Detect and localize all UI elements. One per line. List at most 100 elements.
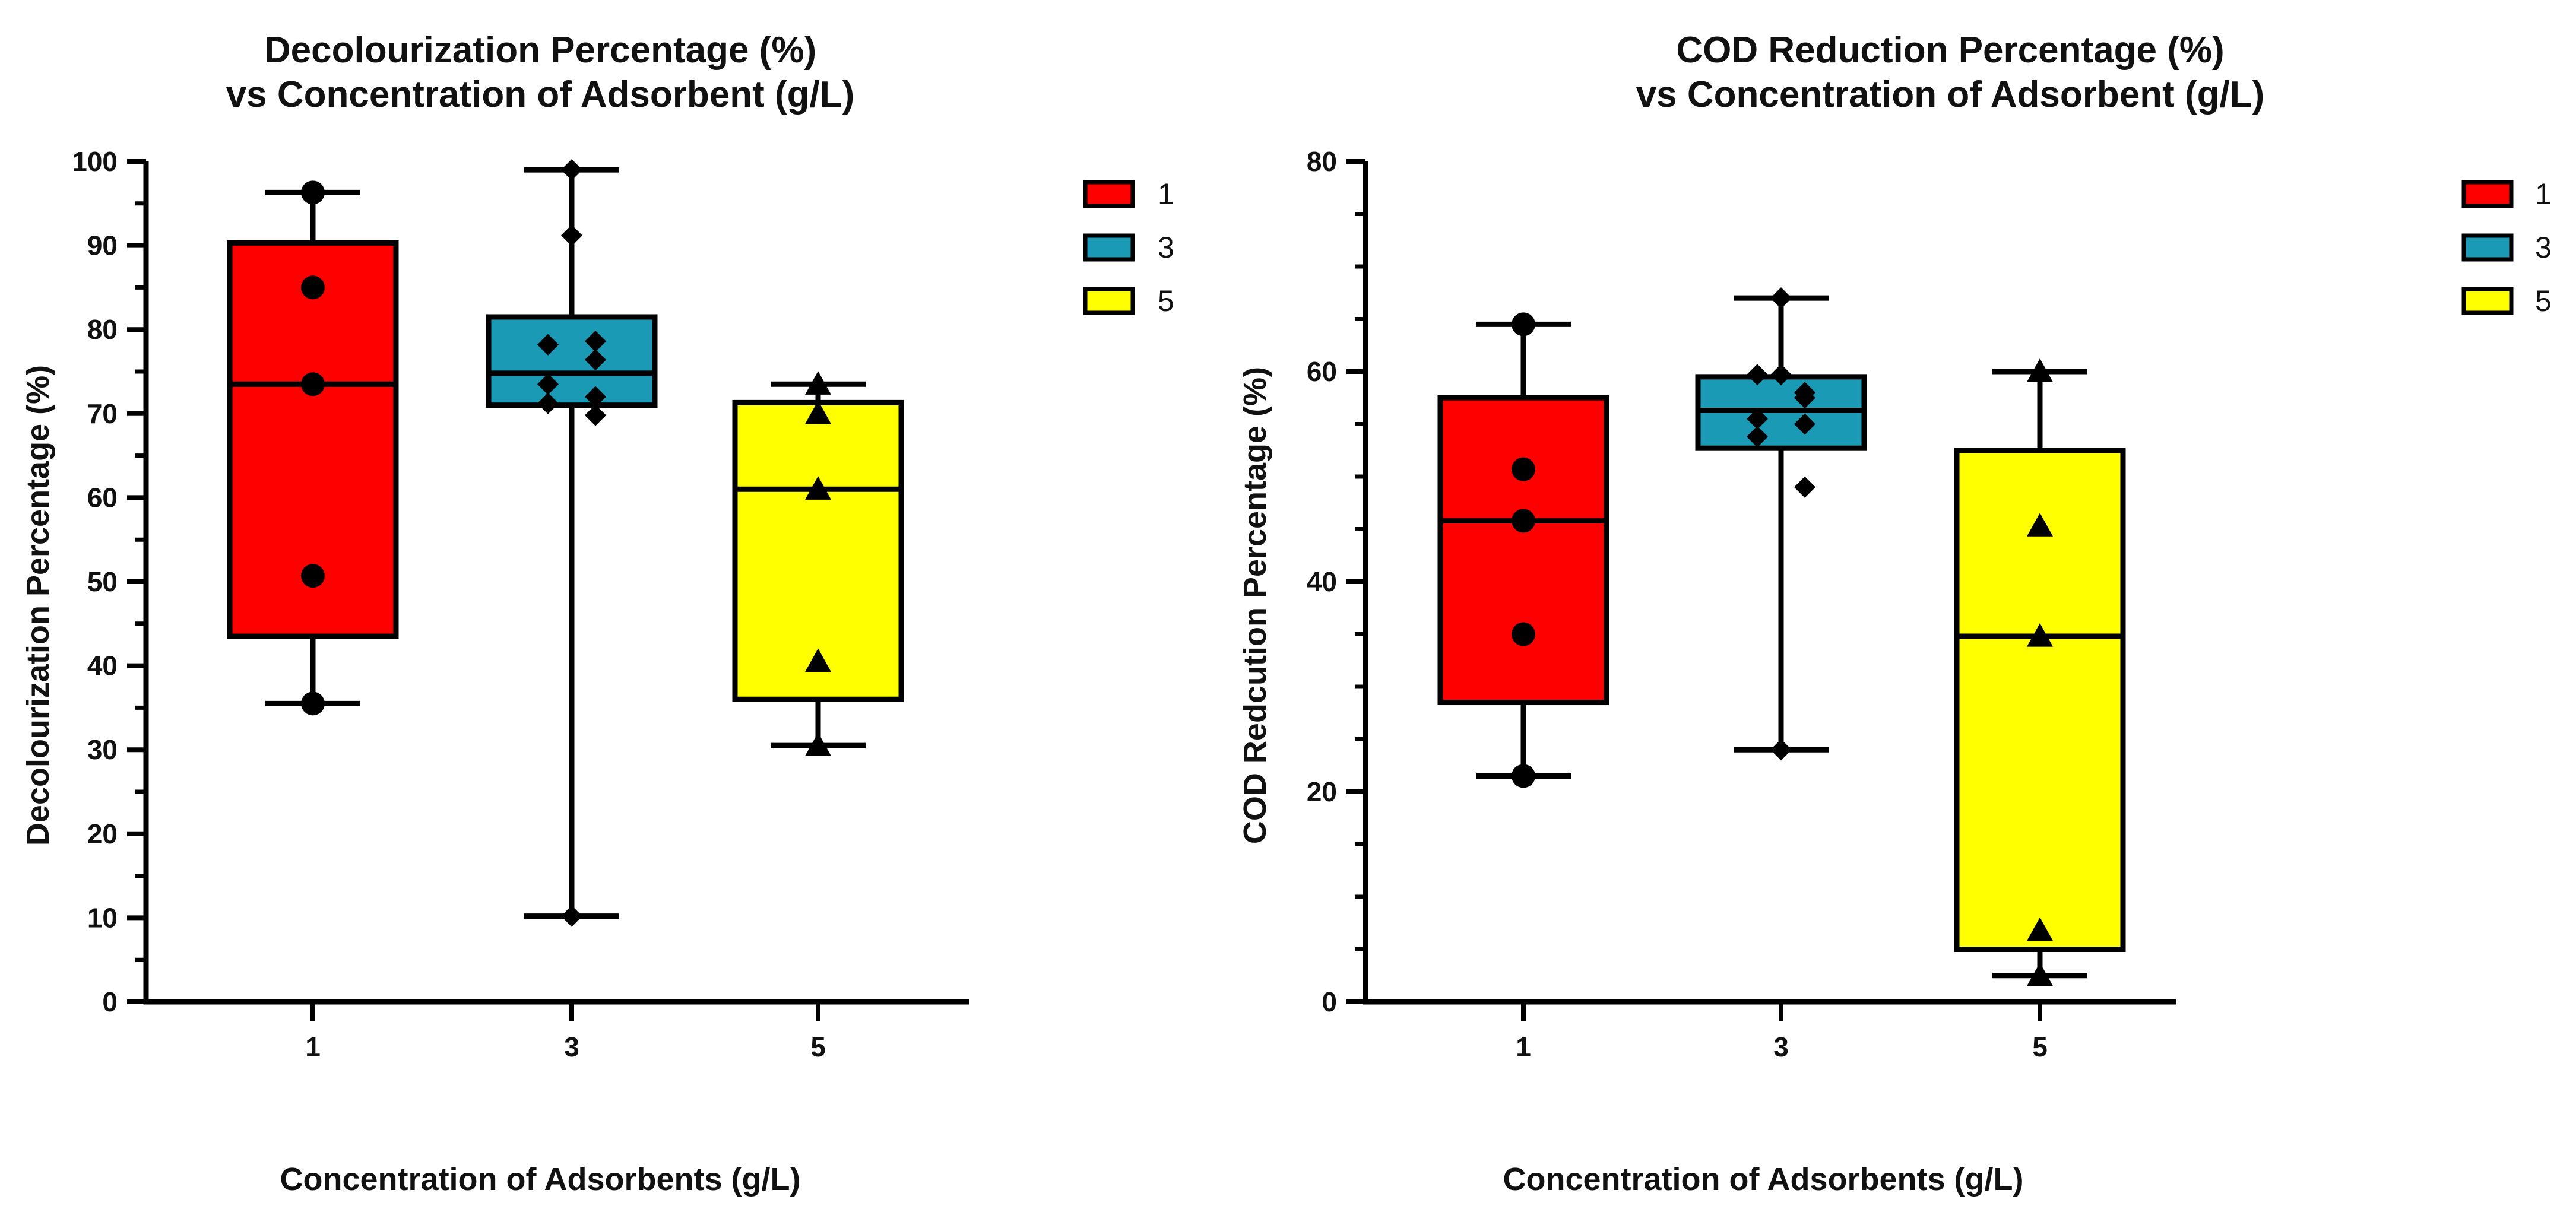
data-point <box>1512 457 1535 481</box>
legend-item: 3 <box>1083 231 1174 264</box>
data-point <box>2027 917 2053 941</box>
boxes <box>1437 287 2126 986</box>
box-group-1 <box>227 180 399 716</box>
data-point <box>301 372 325 396</box>
y-axis-title: COD Redcution Percentage (%) <box>1237 367 1273 844</box>
data-point <box>561 159 582 181</box>
x-tick-label: 5 <box>2032 1032 2048 1062</box>
data-point <box>1770 287 1792 309</box>
data-point <box>1512 509 1535 533</box>
y-tick-label: 20 <box>87 818 118 849</box>
legend-item: 5 <box>1083 284 1174 318</box>
x-tick-label: 3 <box>1773 1032 1789 1062</box>
legend-swatch-3 <box>2461 233 2514 262</box>
data-point <box>561 905 582 927</box>
data-point <box>2027 358 2053 382</box>
data-point <box>805 400 831 424</box>
chart-title-line-2: vs Concentration of Adsorbent (g/L) <box>1636 74 2265 115</box>
y-axis-title: Decolourization Percentage (%) <box>20 365 56 846</box>
y-tick-label: 80 <box>1307 146 1337 177</box>
legend-label-1: 1 <box>1158 177 1174 211</box>
box-group-5 <box>1954 358 2126 986</box>
box-group-1 <box>1437 312 1609 788</box>
data-point <box>1512 622 1535 646</box>
data-point <box>2027 623 2053 647</box>
data-point <box>301 691 325 716</box>
x-tick-label: 5 <box>810 1032 826 1062</box>
y-tick-label: 20 <box>1307 776 1337 807</box>
y-tick-label: 40 <box>1307 566 1337 597</box>
y-tick-label: 0 <box>1322 986 1337 1017</box>
data-point <box>585 331 606 353</box>
chart-title-line-2: vs Concentration of Adsorbent (g/L) <box>226 74 855 115</box>
data-point <box>1770 364 1792 386</box>
axes: 0 10 20 30 40 50 60 70 80 90 100 1 3 5 <box>72 146 969 1062</box>
decolourization-chart: Decolourization Percentage (%) vs Concen… <box>20 30 1174 1197</box>
data-point <box>1794 476 1815 498</box>
legend-swatch-3 <box>1083 233 1135 262</box>
legend-label-1: 1 <box>2535 177 2552 211</box>
data-point <box>1794 387 1815 409</box>
legend: 1 3 5 <box>1083 177 1174 318</box>
legend-label-3: 3 <box>1158 231 1174 264</box>
box-group-3 <box>1695 287 1867 761</box>
legend-swatch-1 <box>1083 180 1135 208</box>
y-tick-label: 90 <box>87 230 118 261</box>
data-point <box>301 564 325 588</box>
data-point <box>585 349 606 371</box>
y-tick-label: 70 <box>87 398 118 429</box>
data-point <box>537 392 559 414</box>
legend-item: 1 <box>1083 177 1174 211</box>
data-point <box>805 476 831 500</box>
y-tick-label: 40 <box>87 650 118 681</box>
data-point <box>301 180 325 205</box>
data-point <box>585 404 606 426</box>
data-point <box>1747 364 1768 386</box>
chart-title-line-1: COD Reduction Percentage (%) <box>1676 30 2224 71</box>
chart-title-line-1: Decolourization Percentage (%) <box>264 30 816 71</box>
x-tick-label: 1 <box>305 1032 321 1062</box>
data-point <box>585 386 606 408</box>
y-tick-label: 60 <box>87 482 118 513</box>
data-point <box>1794 413 1815 435</box>
legend: 1 3 5 <box>2461 177 2552 318</box>
data-point <box>2027 513 2053 537</box>
legend-swatch-1 <box>2461 180 2514 208</box>
x-tick-label: 1 <box>1516 1032 1531 1062</box>
y-tick-label: 60 <box>1307 356 1337 387</box>
legend-swatch-5 <box>2461 287 2514 315</box>
x-axis-title: Concentration of Adsorbents (g/L) <box>1503 1162 2024 1197</box>
data-point <box>301 275 325 300</box>
boxes <box>227 159 904 927</box>
data-point <box>805 648 831 672</box>
data-point <box>805 371 831 395</box>
legend-label-5: 5 <box>2535 284 2552 318</box>
data-point <box>1747 426 1768 448</box>
box-group-5 <box>732 371 904 756</box>
data-point <box>1770 739 1792 761</box>
x-tick-label: 3 <box>564 1032 579 1062</box>
cod-reduction-chart: COD Reduction Percentage (%) vs Concentr… <box>1237 30 2552 1197</box>
data-point <box>1747 408 1768 430</box>
legend-item: 3 <box>2461 231 2552 264</box>
y-tick-label: 0 <box>102 986 118 1017</box>
legend-swatch-5 <box>1083 287 1135 315</box>
box-group-3 <box>486 159 658 927</box>
data-point <box>561 224 582 246</box>
data-point <box>2027 962 2053 986</box>
data-point <box>537 373 559 395</box>
box-iqr <box>486 314 658 408</box>
legend-label-3: 3 <box>2535 231 2552 264</box>
axes: 0 20 40 60 80 1 3 5 <box>1307 146 2176 1062</box>
data-point <box>1512 312 1535 337</box>
legend-label-5: 5 <box>1158 284 1174 318</box>
data-point <box>537 334 559 356</box>
y-tick-label: 30 <box>87 734 118 765</box>
y-tick-label: 100 <box>72 146 118 177</box>
y-tick-label: 50 <box>87 566 118 597</box>
legend-item: 1 <box>2461 177 2552 211</box>
y-tick-label: 80 <box>87 314 118 345</box>
data-point <box>805 732 831 756</box>
legend-item: 5 <box>2461 284 2552 318</box>
